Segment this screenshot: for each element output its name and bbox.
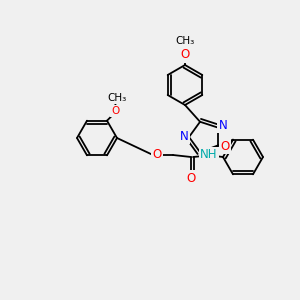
Text: O: O [111,106,119,116]
Text: NH: NH [200,148,218,161]
Text: O: O [152,148,162,161]
Text: O: O [186,172,196,184]
Text: O: O [220,140,230,153]
Text: N: N [180,130,188,142]
Text: CH₃: CH₃ [107,93,127,103]
Text: O: O [180,49,190,62]
Text: N: N [219,119,227,132]
Text: CH₃: CH₃ [176,36,195,46]
